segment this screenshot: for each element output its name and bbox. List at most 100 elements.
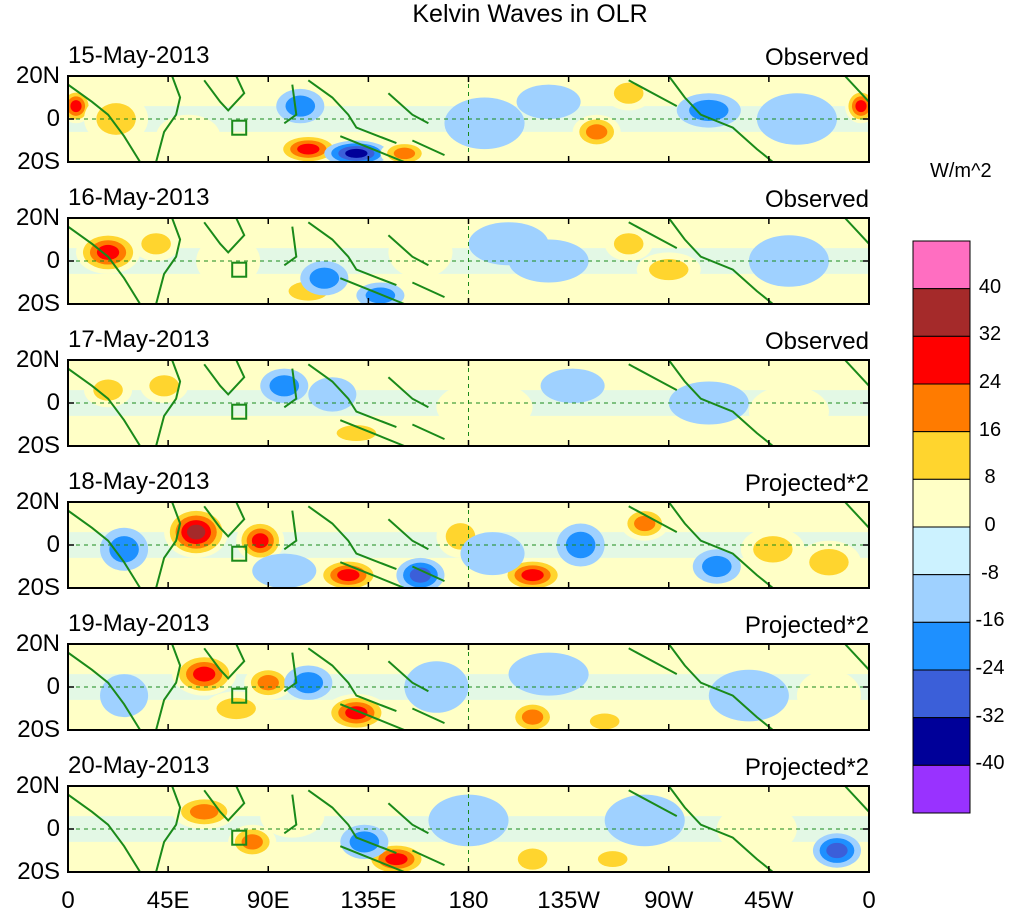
coastline — [667, 76, 774, 162]
y-tick-label: 0 — [46, 389, 60, 416]
coastline — [155, 218, 182, 304]
colorbar-label: -40 — [975, 752, 1005, 775]
y-tick-label: 20N — [15, 62, 60, 89]
panel-tag-2: Observed — [764, 186, 869, 213]
x-tick-label: 90W — [644, 887, 694, 914]
panel-tag-6: Projected*2 — [744, 754, 869, 781]
panel-date-4: 18-May-2013 — [68, 468, 210, 495]
olr-anomaly-blob — [345, 706, 368, 720]
olr-anomaly-blob — [241, 834, 263, 850]
x-tick-label: 180 — [448, 887, 489, 914]
olr-anomaly-blob — [349, 831, 380, 853]
colorbar-swatch — [912, 669, 971, 719]
coastline — [155, 360, 182, 446]
colorbar-label: 24 — [978, 371, 1002, 393]
coastline — [844, 644, 868, 671]
olr-anomaly-blob — [251, 533, 269, 549]
coastline — [155, 76, 182, 162]
olr-anomaly-blob — [517, 848, 548, 870]
coastline — [283, 226, 298, 267]
coastline — [339, 845, 405, 872]
coastline — [844, 76, 868, 103]
coastline — [68, 509, 141, 588]
olr-anomaly-blob — [826, 842, 848, 859]
coastline — [667, 218, 774, 304]
colorbar-label: 32 — [978, 323, 1002, 346]
colorbar-label: 16 — [978, 418, 1002, 441]
region-box — [231, 829, 248, 846]
olr-anomaly-blob — [444, 97, 525, 150]
x-tick-label: 45W — [744, 887, 794, 914]
y-tick-label: 0 — [46, 105, 60, 132]
olr-anomaly-blob — [337, 569, 360, 582]
coastline — [283, 510, 298, 551]
olr-anomaly-blob — [460, 532, 525, 576]
olr-anomaly-blob — [393, 147, 416, 160]
olr-anomaly-blob — [516, 84, 581, 119]
olr-anomaly-blob — [689, 99, 729, 121]
panel-tag-3: Observed — [764, 328, 869, 355]
coastline — [667, 644, 774, 730]
coastline — [387, 376, 429, 409]
olr-anomaly-blob — [613, 82, 644, 104]
olr-anomaly-blob — [187, 524, 206, 540]
map-panel-5 — [67, 643, 870, 731]
coastline — [411, 707, 445, 725]
olr-anomaly-blob — [141, 233, 171, 255]
coastline — [411, 281, 445, 299]
map-panel-6 — [67, 785, 870, 873]
coastline — [628, 505, 678, 533]
panel-date-2: 16-May-2013 — [68, 184, 210, 211]
panel-date-1: 15-May-2013 — [68, 42, 210, 69]
panel-tag-1: Observed — [764, 44, 869, 71]
coastline — [307, 79, 397, 145]
coastline — [411, 565, 445, 583]
coastline — [203, 218, 246, 254]
coastline — [68, 83, 141, 162]
x-tick-label: 0 — [61, 887, 75, 914]
olr-anomaly-blob — [855, 100, 867, 113]
olr-anomaly-blob — [388, 226, 453, 279]
olr-anomaly-blob — [589, 713, 620, 730]
coastline — [387, 518, 429, 551]
colorbar-unit: W/m^2 — [930, 160, 992, 182]
y-tick-label: 20N — [15, 772, 60, 799]
coastline — [283, 794, 298, 835]
olr-anomaly-blob — [336, 425, 377, 442]
y-tick-label: 20S — [17, 432, 60, 459]
olr-anomaly-blob — [597, 851, 628, 868]
coastline — [307, 789, 397, 855]
colorbar — [912, 240, 971, 814]
coastline — [411, 423, 445, 441]
y-tick-label: 20S — [17, 290, 60, 317]
panel-date-6: 20-May-2013 — [68, 752, 210, 779]
olr-anomaly-blob — [257, 675, 279, 691]
olr-anomaly-blob — [634, 515, 656, 532]
colorbar-swatch — [912, 621, 971, 671]
x-tick-label: 0 — [862, 887, 876, 914]
coastline — [339, 703, 405, 730]
region-box — [231, 545, 248, 562]
olr-anomaly-blob — [436, 381, 533, 434]
y-tick-label: 20N — [15, 630, 60, 657]
coastline — [628, 789, 678, 817]
y-tick-label: 0 — [46, 673, 60, 700]
coastline — [155, 786, 182, 872]
map-panel-1 — [67, 75, 870, 163]
colorbar-swatch — [912, 431, 971, 480]
coastline — [307, 505, 397, 571]
map-panel-2 — [67, 217, 870, 305]
x-tick-label: 45E — [146, 887, 190, 914]
coastline — [844, 218, 868, 245]
region-box — [231, 261, 248, 278]
coastline — [68, 793, 141, 872]
coastline — [628, 79, 678, 107]
olr-anomaly-blob — [309, 267, 340, 289]
coastline — [155, 644, 182, 730]
olr-anomaly-blob — [297, 143, 320, 155]
x-tick-label: 135E — [340, 887, 397, 914]
olr-anomaly-blob — [748, 385, 829, 438]
coastline — [203, 76, 246, 112]
coastline — [307, 363, 397, 429]
